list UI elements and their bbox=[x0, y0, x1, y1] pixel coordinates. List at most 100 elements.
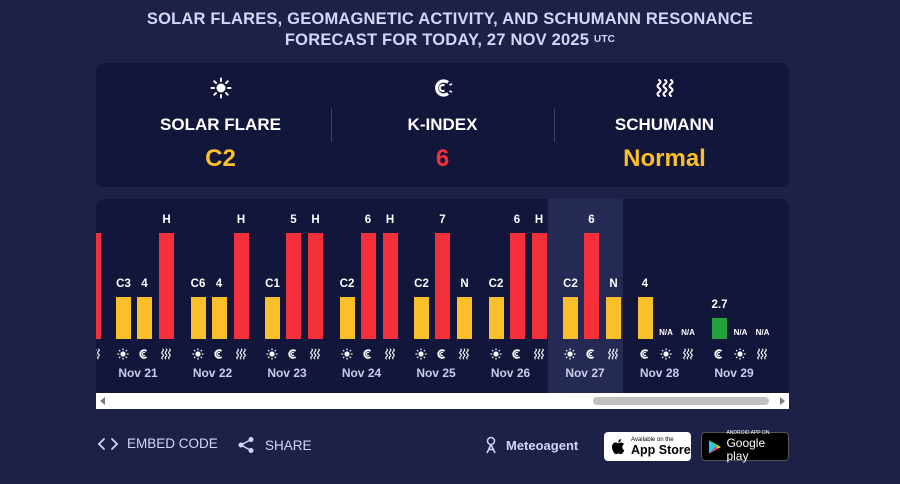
bar-label: 2.7 bbox=[711, 299, 728, 311]
bar-label: N bbox=[460, 278, 469, 290]
sun-icon bbox=[105, 77, 336, 99]
waves-icon bbox=[606, 347, 620, 360]
date-label: Nov 25 bbox=[416, 366, 456, 380]
chart-bar[interactable] bbox=[159, 233, 174, 339]
date-label: Nov 26 bbox=[490, 366, 531, 380]
code-brackets-icon bbox=[97, 437, 119, 450]
app-store-small-text: Available on the bbox=[631, 436, 674, 443]
bar-label: 4 bbox=[215, 278, 223, 290]
bar-label: C2 bbox=[339, 278, 355, 290]
chart-bar[interactable] bbox=[360, 233, 376, 339]
sun-icon bbox=[733, 347, 747, 360]
google-play-small-text: ANDROID APP ON bbox=[726, 430, 770, 436]
chart-bar[interactable] bbox=[233, 233, 249, 339]
scroll-left-arrow-icon[interactable] bbox=[100, 397, 105, 405]
google-play-big-text: Google play bbox=[726, 436, 766, 463]
bar-label: C2 bbox=[488, 278, 504, 290]
bar-label: 5 bbox=[290, 214, 297, 226]
title-timezone: UTC bbox=[593, 34, 616, 45]
date-label: Nov 22 bbox=[192, 366, 233, 380]
bar-label: 6 bbox=[364, 214, 372, 226]
chart-bar[interactable] bbox=[563, 297, 578, 339]
sun-icon bbox=[116, 347, 130, 360]
bar-label: 7 bbox=[439, 214, 446, 226]
sun-icon bbox=[265, 347, 279, 360]
k-index-value: 6 bbox=[435, 145, 450, 172]
bar-label: H bbox=[311, 214, 320, 226]
chart-bar[interactable] bbox=[531, 233, 547, 339]
chart-bar[interactable] bbox=[308, 233, 323, 339]
magnet-icon bbox=[137, 347, 151, 359]
bar-label: C3 bbox=[116, 278, 131, 290]
page-title: SOLAR FLARES, GEOMAGNETIC ACTIVITY, AND … bbox=[0, 9, 900, 51]
forecast-chart[interactable]: C3 4 H Nov 21 C6 4 H Nov 22 C1 5 H Nov 23 C2 6 H Nov 24… bbox=[96, 199, 789, 409]
sun-icon bbox=[340, 347, 354, 360]
chart-bar[interactable] bbox=[712, 318, 727, 339]
bar-label: C2 bbox=[563, 278, 578, 290]
apple-icon bbox=[612, 439, 625, 455]
chart-bar[interactable] bbox=[435, 233, 450, 339]
chart-bar[interactable] bbox=[137, 297, 152, 339]
bar-label: 6 bbox=[513, 214, 521, 226]
share-icon bbox=[238, 437, 254, 453]
divider bbox=[554, 108, 555, 142]
chart-bar[interactable] bbox=[116, 297, 131, 339]
app-store-big-text: App Store bbox=[631, 442, 691, 457]
magnet-icon bbox=[327, 77, 558, 99]
chart-bar[interactable] bbox=[211, 297, 227, 339]
magnet-icon bbox=[584, 347, 598, 359]
waves-icon bbox=[308, 347, 322, 360]
share-label: SHARE bbox=[265, 437, 312, 453]
divider bbox=[331, 108, 332, 142]
chart-bar[interactable] bbox=[457, 297, 472, 339]
bar-label: H bbox=[385, 214, 395, 226]
bar-label: N/A bbox=[733, 328, 748, 337]
chart-bar[interactable] bbox=[488, 297, 504, 339]
schumann-label: SCHUMANN bbox=[614, 115, 715, 134]
magnet-icon bbox=[361, 347, 375, 359]
bar-label: N/A bbox=[659, 328, 673, 337]
waves-icon bbox=[549, 77, 780, 99]
magnet-icon bbox=[286, 347, 300, 359]
title-date: FORECAST FOR TODAY, 27 NOV 2025 bbox=[284, 31, 590, 49]
scrollbar-thumb[interactable] bbox=[593, 397, 769, 405]
waves-icon bbox=[681, 347, 695, 360]
summary-solar-flare: SOLAR FLARE C2 bbox=[105, 63, 336, 187]
chart-bar[interactable] bbox=[637, 297, 653, 339]
chart-bar[interactable] bbox=[414, 297, 429, 339]
sun-icon bbox=[191, 347, 205, 360]
magnet-icon bbox=[212, 347, 226, 359]
meteoagent-link[interactable]: Meteoagent bbox=[484, 436, 578, 454]
scroll-right-arrow-icon[interactable] bbox=[780, 397, 785, 405]
bar-label: 4 bbox=[141, 278, 148, 290]
chart-bar[interactable] bbox=[265, 297, 280, 339]
chart-bar[interactable] bbox=[584, 233, 599, 339]
bar-label: C6 bbox=[190, 278, 206, 290]
date-label: Nov 27 bbox=[565, 366, 605, 380]
share-link[interactable]: SHARE bbox=[237, 436, 312, 454]
meteoagent-logo-icon bbox=[486, 436, 496, 454]
bar-label: N/A bbox=[755, 328, 770, 337]
chart-bar[interactable] bbox=[190, 297, 206, 339]
waves-icon bbox=[383, 347, 397, 360]
chart-bar[interactable] bbox=[339, 297, 355, 339]
magnet-icon bbox=[510, 347, 524, 359]
bar-label: C2 bbox=[414, 278, 429, 290]
embed-code-link[interactable]: EMBED CODE bbox=[97, 436, 218, 451]
horizontal-scrollbar[interactable] bbox=[96, 393, 789, 409]
summary-k-index: K-INDEX 6 bbox=[327, 63, 558, 187]
bar-label: H bbox=[236, 214, 246, 226]
summary-schumann: SCHUMANN Normal bbox=[549, 63, 780, 187]
chart-bar[interactable] bbox=[509, 233, 525, 339]
embed-code-label: EMBED CODE bbox=[127, 436, 218, 451]
chart-bar[interactable] bbox=[606, 297, 621, 339]
google-play-button[interactable]: ANDROID APP ON Google play bbox=[701, 430, 789, 463]
date-label: Nov 21 bbox=[118, 366, 158, 380]
chart-bar[interactable] bbox=[382, 233, 398, 339]
chart-bar bbox=[96, 233, 101, 339]
bar-label: H bbox=[162, 214, 171, 226]
date-label: Nov 29 bbox=[714, 366, 754, 380]
bar-label: N bbox=[609, 278, 618, 290]
chart-bar[interactable] bbox=[286, 233, 301, 339]
app-store-button[interactable]: Available on the App Store bbox=[604, 432, 691, 461]
